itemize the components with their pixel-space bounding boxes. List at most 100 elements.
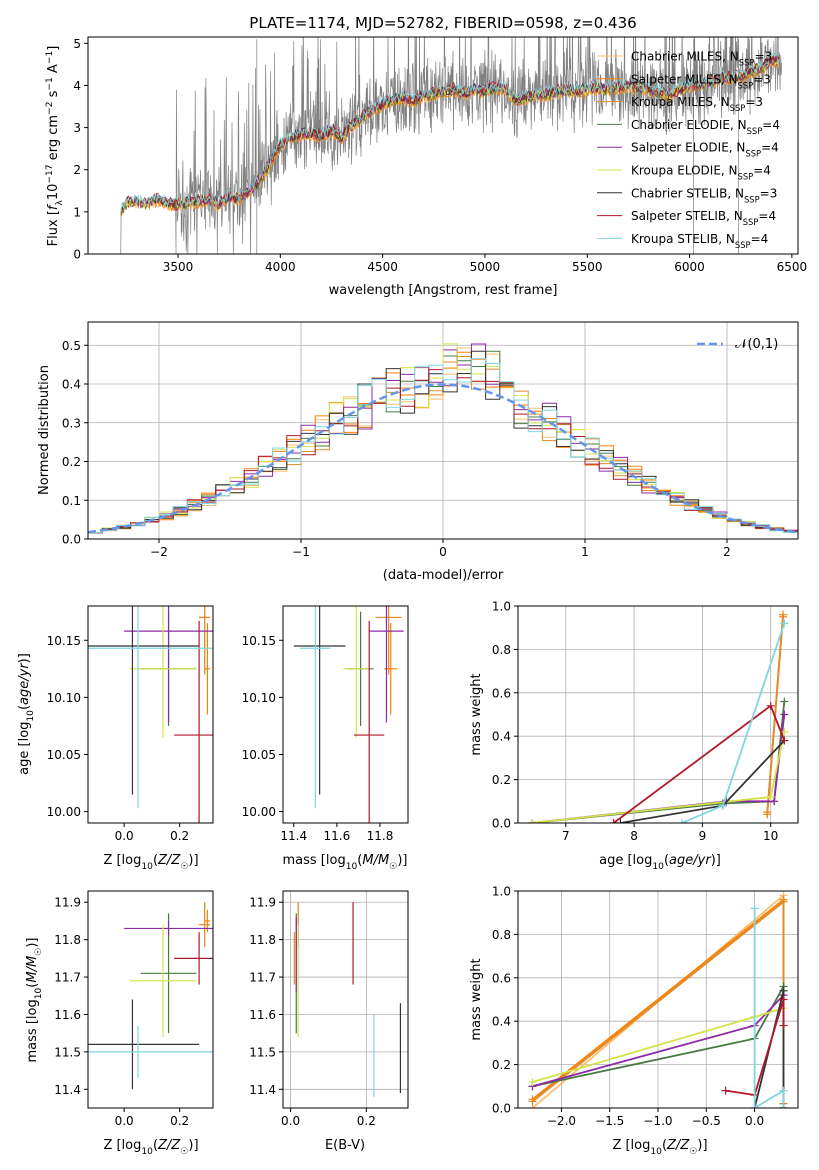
y-tick-label: 11.8 <box>249 933 276 947</box>
legend-entry: Kroupa MILES, NSSP=3 <box>631 95 763 113</box>
x-tick-label: 0.2 <box>357 1114 376 1128</box>
plot-area-residuals <box>88 343 798 534</box>
plot-area-mass_vs_ebv <box>293 902 402 1097</box>
x-tick-label: 4500 <box>367 260 398 274</box>
y-tick-label: 0.6 <box>492 971 511 985</box>
x-tick-label: 0.2 <box>170 1114 189 1128</box>
weight-marker-2 <box>778 612 787 621</box>
y-tick-label: 10.15 <box>47 634 81 648</box>
legend-entry: 𝒩(0,1) <box>735 337 778 352</box>
y-tick-label: 10.05 <box>47 748 81 762</box>
legend-entry: Salpeter STELIB, NSSP=4 <box>631 209 776 227</box>
x-tick-label: −1.0 <box>643 1114 672 1128</box>
axes-weight_vs_Z: −2.0 −1.5 −1.0 −0.5 0.0 0.0 0.2 0.4 0.6 0.8 1.0 Z [… <box>469 885 799 1157</box>
x-tick-label: −2.0 <box>547 1114 576 1128</box>
y-tick-label: 10.00 <box>47 805 81 819</box>
x-axis-label: Z [log10(Z/Z☉)] <box>103 1138 198 1157</box>
y-tick-label: 0.0 <box>62 533 81 547</box>
x-tick-label: 0.0 <box>281 1114 300 1128</box>
weight-line-4 <box>531 714 786 823</box>
legend-entry: Chabrier ELODIE, NSSP=4 <box>631 118 780 136</box>
y-tick-label: 0.6 <box>492 686 511 700</box>
y-tick-label: 4 <box>73 79 81 93</box>
weight-marker-7 <box>721 1086 730 1095</box>
plot-area-weight_vs_Z <box>528 891 788 1108</box>
x-tick-label: 5500 <box>572 260 603 274</box>
weight-marker-8 <box>779 1104 788 1108</box>
y-tick-label: 11.4 <box>249 1083 276 1097</box>
weight-marker-8 <box>718 801 727 810</box>
y-tick-label: 5 <box>73 37 81 51</box>
weight-marker-7 <box>766 701 775 710</box>
y-tick-label: 0.8 <box>492 643 511 657</box>
y-axis-label: Normed distribution <box>37 365 52 495</box>
weight-marker-7 <box>609 819 618 823</box>
weight-marker-5 <box>766 792 775 801</box>
x-tick-label: −1.5 <box>595 1114 624 1128</box>
weight-marker-3 <box>780 697 789 706</box>
axes-spectrum: 3500 4000 4500 5000 5500 6000 6500 0 1 2 3 4 5 wavele… <box>45 36 807 298</box>
y-tick-label: 1.0 <box>492 600 511 614</box>
weight-line-3 <box>531 701 786 823</box>
weight-line-2 <box>766 616 784 813</box>
weight-line-7 <box>725 999 785 1097</box>
x-tick-label: 9 <box>699 829 707 843</box>
y-tick-label: 0.4 <box>62 378 81 392</box>
weight-marker-7 <box>779 995 788 1004</box>
axes-frame <box>87 890 214 1109</box>
y-tick-label: 10.10 <box>242 691 276 705</box>
weight-marker-6 <box>616 819 625 823</box>
weight-marker-2 <box>528 1097 537 1106</box>
y-axis-label: mass weight <box>469 958 484 1040</box>
axes-frame <box>87 605 214 824</box>
y-tick-label: 0.0 <box>492 817 511 831</box>
y-tick-label: 0.2 <box>492 773 511 787</box>
y-tick-label: 0.2 <box>62 455 81 469</box>
gaussian-curve <box>88 383 798 534</box>
y-tick-label: 0.4 <box>492 730 511 744</box>
x-tick-label: 7 <box>562 829 570 843</box>
weight-marker-8 <box>750 904 759 913</box>
weight-marker-8 <box>780 619 789 628</box>
weight-marker-7 <box>779 1021 788 1030</box>
x-tick-label: 11.8 <box>367 829 394 843</box>
x-tick-label: −0.5 <box>692 1114 721 1128</box>
x-tick-label: 10 <box>763 829 778 843</box>
y-tick-label: 0.1 <box>62 494 81 508</box>
x-tick-label: 4000 <box>265 260 296 274</box>
model-spectrum-6 <box>120 54 780 214</box>
axes-age_vs_Z: 0.0 0.2 10.00 10.05 10.10 10.15 Z [log10(Z/Z☉)… <box>17 605 214 872</box>
x-tick-label: −1 <box>292 545 310 559</box>
weight-marker-8 <box>677 819 686 823</box>
x-tick-label: 6000 <box>674 260 705 274</box>
x-tick-label: 0.0 <box>115 1114 134 1128</box>
data-spectrum-line <box>112 37 782 254</box>
axes-mass_vs_Z: 0.0 0.2 11.4 11.5 11.6 11.7 11.8 11.9 Z [log10(Z… <box>25 890 214 1157</box>
y-tick-label: 0.5 <box>62 339 81 353</box>
y-tick-label: 11.7 <box>54 971 81 985</box>
x-axis-label: Z [log10(Z/Z☉)] <box>103 853 198 872</box>
y-tick-label: 0 <box>73 248 81 262</box>
axes-frame <box>87 36 799 255</box>
x-tick-label: 1 <box>581 545 589 559</box>
model-spectrum-8 <box>120 51 780 213</box>
y-tick-label: 11.8 <box>54 933 81 947</box>
x-tick-label: 0.0 <box>115 829 134 843</box>
y-tick-label: 0.8 <box>492 928 511 942</box>
legend-entry: Kroupa ELODIE, NSSP=4 <box>631 164 771 182</box>
y-tick-label: 10.15 <box>242 634 276 648</box>
axes-frame <box>517 605 799 824</box>
legend-entry: Salpeter MILES, NSSP=3 <box>631 72 771 90</box>
x-axis-label: Z [log10(Z/Z☉)] <box>612 1138 707 1157</box>
y-tick-label: 11.6 <box>249 1008 276 1022</box>
axes-residuals: −2 −1 0 1 2 0.0 0.1 0.2 0.3 0.4 0.5 (data-model)/er… <box>37 321 799 583</box>
weight-marker-4 <box>770 797 779 806</box>
weight-line-5 <box>531 731 786 823</box>
y-tick-label: 0.4 <box>492 1015 511 1029</box>
x-tick-label: 0.0 <box>745 1114 764 1128</box>
x-tick-label: 8 <box>630 829 638 843</box>
y-tick-label: 11.7 <box>249 971 276 985</box>
y-tick-label: 3 <box>73 121 81 135</box>
plot-area-age_vs_mass <box>293 606 404 823</box>
